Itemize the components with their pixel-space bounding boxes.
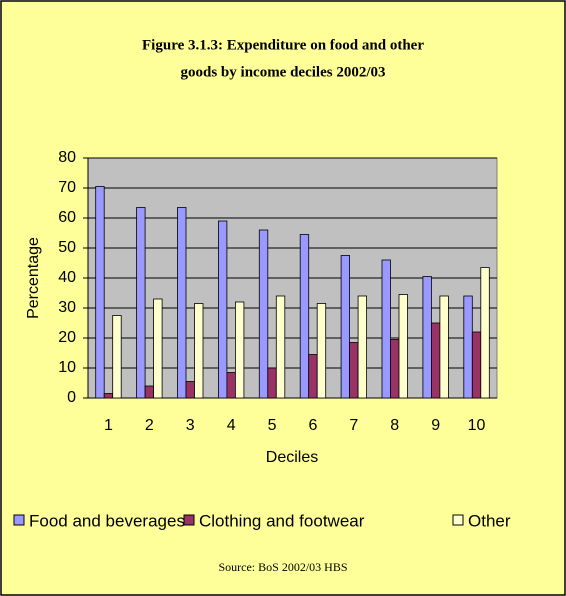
y-tick-label: 20: [58, 329, 76, 346]
bar: [112, 315, 122, 399]
bar: [430, 322, 441, 399]
bar: [308, 354, 318, 399]
bar: [136, 207, 146, 399]
x-tick-label: 7: [349, 417, 358, 434]
y-axis-label: Percentage: [25, 237, 42, 319]
bar: [194, 303, 204, 399]
x-tick-label: 9: [431, 417, 440, 434]
x-tick-label: 6: [308, 417, 317, 434]
bar: [275, 295, 286, 399]
bar: [422, 276, 432, 399]
x-tick-label: 1: [104, 417, 113, 434]
bar: [144, 385, 155, 399]
legend-label: Clothing and footwear: [199, 511, 365, 530]
bar: [95, 186, 105, 399]
legend-label: Other: [468, 511, 511, 530]
y-tick-label: 0: [67, 389, 76, 406]
y-tick-label: 40: [58, 269, 76, 286]
bar: [267, 367, 277, 399]
bar: [463, 295, 473, 399]
bar: [185, 381, 195, 399]
bar: [381, 259, 391, 399]
x-tick-label: 2: [145, 417, 154, 434]
x-tick-label: 5: [268, 417, 277, 434]
source: Source: BoS 2002/03 HBS: [218, 560, 347, 574]
y-tick-label: 70: [58, 179, 76, 196]
bar: [226, 372, 236, 399]
y-tick-label: 80: [58, 149, 76, 166]
y-tick-label: 30: [58, 299, 76, 316]
x-tick-label: 8: [390, 417, 399, 434]
bar: [234, 301, 245, 399]
y-tick-label: 10: [58, 359, 76, 376]
bar: [103, 393, 114, 399]
legend-swatch: [183, 514, 195, 526]
bar: [258, 229, 269, 399]
legend-label: Food and beverages: [29, 511, 185, 530]
x-tick-label: 10: [468, 417, 486, 434]
bar: [349, 342, 359, 399]
bar: [390, 339, 400, 399]
legend-swatch: [452, 514, 464, 526]
chart-title: goods by income deciles 2002/03: [181, 64, 386, 80]
legend-swatch: [13, 514, 25, 526]
bar: [480, 267, 490, 399]
x-axis-label: Deciles: [266, 449, 318, 466]
bar: [177, 207, 187, 399]
bar: [471, 331, 482, 399]
x-tick-label: 4: [227, 417, 236, 434]
y-tick-label: 50: [58, 239, 76, 256]
y-tick-label: 60: [58, 209, 76, 226]
bar: [340, 255, 351, 399]
bar: [357, 295, 368, 399]
bar: [439, 295, 449, 399]
bar: [316, 303, 327, 399]
chart-title: Figure 3.1.3: Expenditure on food and ot…: [142, 37, 424, 53]
x-tick-label: 3: [186, 417, 195, 434]
bar: [398, 294, 408, 399]
bar: [153, 298, 163, 399]
bar: [217, 220, 228, 399]
bar: [299, 234, 310, 399]
